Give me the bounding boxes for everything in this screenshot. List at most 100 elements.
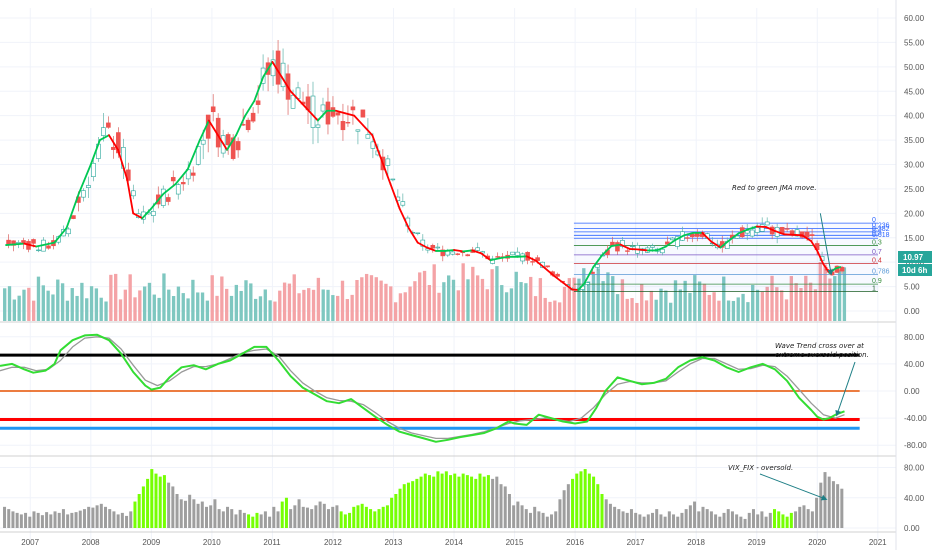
- vix-fix-bar: [810, 511, 814, 528]
- volume-bar: [741, 293, 745, 321]
- vix-fix-tick-label: 80.00: [904, 464, 925, 473]
- vix-fix-bar: [301, 506, 305, 528]
- vix-fix-bar: [82, 509, 86, 528]
- vix-fix-bar: [263, 511, 267, 528]
- price-tick-label: 0.00: [904, 307, 920, 316]
- vix-fix-bar: [415, 478, 419, 528]
- jma-segment: [453, 249, 465, 253]
- vix-fix-bar: [831, 481, 835, 528]
- vix-fix-bar: [781, 514, 785, 528]
- volume-bar: [31, 300, 36, 321]
- fib-level-label: 0.3: [872, 240, 882, 247]
- candle-body: [515, 251, 520, 256]
- volume-bar: [480, 278, 485, 321]
- jma-segment: [389, 183, 401, 210]
- candle-body: [355, 129, 361, 132]
- wave-trend-tick-label: -40.00: [904, 414, 927, 423]
- vix-fix-bar: [684, 509, 688, 528]
- volume-bar: [799, 288, 803, 321]
- vix-fix-bar: [146, 478, 150, 528]
- candle-body: [440, 249, 446, 257]
- volume-bar: [89, 286, 94, 321]
- volume-bar: [374, 277, 378, 321]
- vix-fix-bar: [722, 512, 726, 528]
- volume-bar: [229, 295, 234, 321]
- vix-fix-bar: [247, 514, 251, 528]
- vix-fix-bar: [575, 473, 579, 528]
- vix-fix-bar: [280, 501, 284, 528]
- wave-trend-panel[interactable]: 80.00 40.00 0.00 -40.00 -80.00 Wave Trend cr…: [0, 333, 927, 450]
- volume-bar: [833, 276, 837, 321]
- vix-fix-bar: [457, 476, 461, 528]
- vix-fix-bar: [348, 512, 352, 528]
- volume-bar: [186, 298, 190, 321]
- volume-bar: [75, 295, 79, 321]
- wave-trend-annotation[interactable]: Wave Trend cross over at extreme oversol…: [775, 342, 869, 359]
- vix-fix-bar: [213, 499, 217, 528]
- vix-fix-bar: [45, 512, 49, 528]
- vix-fix-bar: [209, 505, 213, 528]
- jma-segment: [307, 109, 319, 122]
- price-tick-label: 50.00: [904, 63, 925, 72]
- vix-fix-bar: [432, 476, 436, 528]
- vix-fix-bar: [823, 472, 827, 528]
- price-annotation[interactable]: Red to green JMA move.: [732, 184, 817, 192]
- volume-bars: [3, 261, 847, 321]
- volume-bar: [427, 284, 432, 321]
- price-tick-label: 35.00: [904, 136, 925, 145]
- vix-fix-panel[interactable]: 80.00 40.00 0.00 VIX_FIX - oversold.: [0, 464, 925, 533]
- vix-fix-bar: [747, 512, 751, 528]
- jma-segment: [335, 109, 346, 115]
- jma-segment: [398, 207, 410, 229]
- annotation-vix-text: VIX_FIX - oversold.: [728, 464, 793, 472]
- vix-fix-tick-label: 0.00: [904, 524, 920, 533]
- volume-bar: [292, 274, 296, 321]
- candle-body: [46, 245, 51, 249]
- vix-fix-bar: [289, 509, 293, 528]
- jma-segment: [53, 227, 68, 244]
- vix-fix-bar: [596, 484, 600, 528]
- vix-fix-bar: [305, 507, 309, 528]
- time-axis[interactable]: 2007 2008 2009 2010 2011 2012 2013 2014 2015 2016…: [0, 0, 897, 550]
- volume-bar: [249, 283, 253, 321]
- vix-fix-bar: [57, 512, 61, 528]
- volume-bar: [567, 278, 571, 321]
- candle-body: [350, 106, 356, 111]
- fib-level-label: 0.5: [872, 229, 882, 236]
- volume-bar: [606, 272, 610, 321]
- vix-fix-bar: [579, 471, 583, 528]
- jma-segment: [132, 212, 144, 220]
- vix-fix-bar: [314, 505, 318, 528]
- volume-bar: [784, 299, 789, 321]
- countdown-tag: [898, 264, 932, 276]
- jma-segment: [462, 249, 474, 253]
- candle-body: [685, 237, 690, 239]
- vix-fix-bar: [251, 516, 255, 528]
- jma-segment: [655, 245, 667, 252]
- volume-bar: [316, 277, 321, 321]
- volume-bar: [611, 276, 615, 321]
- price-tags: 10.97 10d 6h: [898, 251, 932, 276]
- wave-trend-axis[interactable]: 80.00 40.00 0.00 -40.00 -80.00: [904, 333, 927, 450]
- candle-body: [675, 236, 680, 247]
- vix-fix-bar: [32, 511, 36, 528]
- vix-fix-bar: [730, 511, 734, 528]
- volume-bar: [147, 282, 152, 321]
- volume-bar: [755, 289, 760, 321]
- vix-fix-bar: [751, 509, 755, 528]
- vix-fix-axis[interactable]: 80.00 40.00 0.00: [904, 464, 925, 533]
- vix-fix-bar: [541, 512, 545, 528]
- volume-bar: [138, 290, 142, 321]
- price-tick-label: 15.00: [904, 234, 925, 243]
- vix-fix-bar: [99, 503, 103, 528]
- volume-bar: [176, 286, 181, 321]
- candle-body: [445, 250, 451, 256]
- price-tick-label: 45.00: [904, 87, 925, 96]
- volume-bar: [678, 289, 682, 321]
- volume-bar: [437, 292, 441, 321]
- wave-trend-lines: [0, 333, 845, 443]
- volume-bar: [297, 293, 301, 321]
